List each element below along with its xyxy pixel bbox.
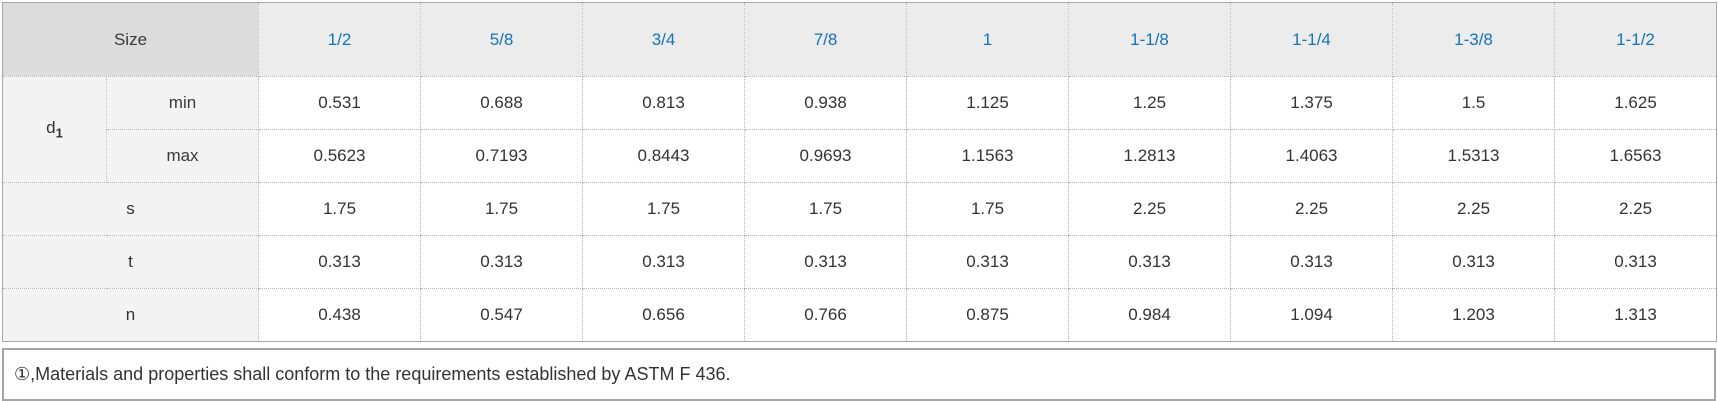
footnote-box: ①,Materials and properties shall conform… [2, 348, 1716, 401]
sub-row-label-min: min [105, 76, 260, 130]
washer-dimensions-table: Size 1/2 5/8 3/4 7/8 1 1-1/8 1-1/4 1-3/8… [1, 2, 1718, 342]
row-group-label-d1: d1 [2, 76, 107, 183]
table-cell: 1.2813 [1068, 129, 1232, 183]
size-column-header: 1-1/4 [1230, 2, 1394, 77]
table-cell: 0.313 [258, 235, 422, 289]
row-label-n: n [1, 288, 260, 342]
table-cell: 0.313 [1068, 235, 1232, 289]
table-cell: 0.7193 [420, 129, 584, 183]
size-corner-header: Size [1, 2, 260, 77]
table-cell: 0.438 [258, 288, 422, 342]
table-cell: 1.4063 [1230, 129, 1394, 183]
table-cell: 2.25 [1068, 182, 1232, 236]
table-cell: 0.313 [906, 235, 1070, 289]
table-cell: 1.094 [1230, 288, 1394, 342]
table-cell: 0.813 [582, 76, 746, 130]
size-column-header: 5/8 [420, 2, 584, 77]
row-s: s 1.75 1.75 1.75 1.75 1.75 2.25 2.25 2.2… [1, 182, 1718, 236]
table-cell: 1.75 [420, 182, 584, 236]
table-cell: 1.125 [906, 76, 1070, 130]
size-column-header: 1 [906, 2, 1070, 77]
row-label-s: s [1, 182, 260, 236]
table-cell: 2.25 [1392, 182, 1556, 236]
table-cell: 2.25 [1554, 182, 1718, 236]
table-cell: 1.6563 [1554, 129, 1718, 183]
row-label-t: t [1, 235, 260, 289]
table-cell: 0.313 [1230, 235, 1394, 289]
table-cell: 1.625 [1554, 76, 1718, 130]
table-cell: 1.203 [1392, 288, 1556, 342]
table-cell: 0.5623 [258, 129, 422, 183]
size-column-header: 1/2 [258, 2, 422, 77]
row-n: n 0.438 0.547 0.656 0.766 0.875 0.984 1.… [1, 288, 1718, 342]
header-row: Size 1/2 5/8 3/4 7/8 1 1-1/8 1-1/4 1-3/8… [1, 2, 1718, 77]
table-cell: 0.547 [420, 288, 584, 342]
table-cell: 2.25 [1230, 182, 1394, 236]
size-column-header: 1-3/8 [1392, 2, 1556, 77]
size-column-header: 7/8 [744, 2, 908, 77]
table-cell: 0.8443 [582, 129, 746, 183]
table-cell: 0.766 [744, 288, 908, 342]
footnote-text: ①,Materials and properties shall conform… [14, 364, 731, 384]
d1-label-text: d [46, 118, 56, 138]
table-cell: 1.313 [1554, 288, 1718, 342]
table-cell: 0.531 [258, 76, 422, 130]
table-cell: 0.938 [744, 76, 908, 130]
table-cell: 0.313 [1392, 235, 1556, 289]
table-cell: 0.9693 [744, 129, 908, 183]
table-cell: 1.5313 [1392, 129, 1556, 183]
table-cell: 0.313 [744, 235, 908, 289]
row-d1-max: max 0.5623 0.7193 0.8443 0.9693 1.1563 1… [3, 129, 1718, 183]
table-cell: 0.984 [1068, 288, 1232, 342]
table-cell: 1.75 [258, 182, 422, 236]
table-cell: 1.25 [1068, 76, 1232, 130]
size-column-header: 1-1/8 [1068, 2, 1232, 77]
table-cell: 0.313 [582, 235, 746, 289]
table-cell: 0.656 [582, 288, 746, 342]
table-cell: 0.313 [1554, 235, 1718, 289]
row-d1-min: d1 min 0.531 0.688 0.813 0.938 1.125 1.2… [2, 76, 1718, 183]
table-cell: 1.375 [1230, 76, 1394, 130]
table-cell: 0.875 [906, 288, 1070, 342]
table-cell: 1.75 [582, 182, 746, 236]
table-cell: 0.313 [420, 235, 584, 289]
sub-row-label-max: max [105, 129, 260, 183]
row-t: t 0.313 0.313 0.313 0.313 0.313 0.313 0.… [1, 235, 1718, 289]
table-cell: 1.75 [744, 182, 908, 236]
size-column-header: 3/4 [582, 2, 746, 77]
size-column-header: 1-1/2 [1554, 2, 1718, 77]
table-cell: 1.75 [906, 182, 1070, 236]
table-cell: 1.5 [1392, 76, 1556, 130]
table-cell: 1.1563 [906, 129, 1070, 183]
table-cell: 0.688 [420, 76, 584, 130]
d1-label-subscript: 1 [55, 125, 63, 141]
